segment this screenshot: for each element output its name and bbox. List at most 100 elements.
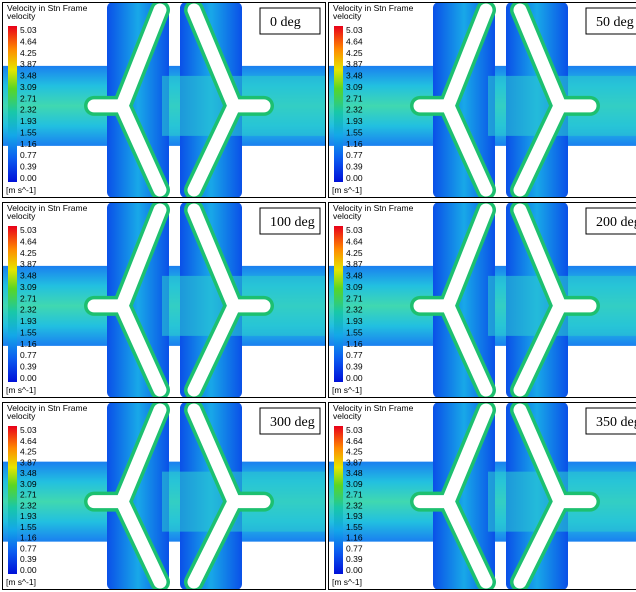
legend-tick-label: 0.77 bbox=[346, 150, 363, 160]
legend-tick-label: 3.09 bbox=[346, 479, 363, 489]
legend-tick-label: 4.64 bbox=[20, 436, 37, 446]
legend-tick-label: 1.16 bbox=[346, 533, 363, 543]
contour-panel: Velocity in Stn Framevelocity5.034.644.2… bbox=[2, 402, 326, 590]
legend-tick-label: 5.03 bbox=[346, 225, 363, 235]
legend-tick-label: 0.39 bbox=[20, 554, 37, 564]
legend-tick-label: 0.77 bbox=[20, 150, 37, 160]
legend-unit: [m s^-1] bbox=[6, 577, 36, 587]
legend-unit: [m s^-1] bbox=[6, 385, 36, 395]
legend-tick-label: 4.64 bbox=[346, 236, 363, 246]
legend-tick-label: 3.87 bbox=[20, 457, 37, 467]
legend-variable: velocity bbox=[7, 211, 36, 221]
legend-tick-label: 1.16 bbox=[346, 339, 363, 349]
legend-tick-label: 0.39 bbox=[346, 554, 363, 564]
colorbar bbox=[8, 426, 17, 574]
angle-label: 350 deg bbox=[596, 415, 636, 430]
legend-tick-label: 3.09 bbox=[20, 282, 37, 292]
legend-tick-label: 4.64 bbox=[20, 36, 37, 46]
legend-tick-label: 2.32 bbox=[20, 105, 37, 115]
legend-tick-label: 3.48 bbox=[20, 71, 37, 81]
contour-panel: Velocity in Stn Framevelocity5.034.644.2… bbox=[2, 2, 326, 198]
legend-tick-label: 5.03 bbox=[346, 25, 363, 35]
legend-tick-label: 3.87 bbox=[346, 259, 363, 269]
angle-label: 200 deg bbox=[596, 215, 636, 230]
angle-label: 100 deg bbox=[270, 215, 315, 230]
legend-tick-label: 0.00 bbox=[346, 173, 363, 183]
legend-tick-label: 2.32 bbox=[346, 105, 363, 115]
legend-tick-label: 3.87 bbox=[20, 59, 37, 69]
colorbar bbox=[334, 26, 343, 182]
legend-tick-label: 2.71 bbox=[346, 93, 363, 103]
legend-variable: velocity bbox=[333, 11, 362, 21]
legend-tick-label: 2.71 bbox=[346, 293, 363, 303]
legend-tick-label: 3.09 bbox=[346, 82, 363, 92]
legend-tick-label: 0.77 bbox=[20, 350, 37, 360]
legend-tick-label: 5.03 bbox=[346, 425, 363, 435]
legend-tick-label: 1.16 bbox=[20, 139, 37, 149]
legend-unit: [m s^-1] bbox=[332, 577, 362, 587]
legend-tick-label: 4.25 bbox=[346, 48, 363, 58]
legend-tick-label: 3.87 bbox=[346, 457, 363, 467]
legend-tick-label: 3.87 bbox=[346, 59, 363, 69]
legend-tick-label: 0.77 bbox=[346, 543, 363, 553]
legend-tick-label: 5.03 bbox=[20, 425, 37, 435]
contour-panel: Velocity in Stn Framevelocity5.034.644.2… bbox=[328, 2, 636, 198]
legend-tick-label: 0.39 bbox=[346, 362, 363, 372]
legend-tick-label: 3.48 bbox=[346, 468, 363, 478]
legend-unit: [m s^-1] bbox=[332, 385, 362, 395]
legend-tick-label: 1.93 bbox=[20, 511, 37, 521]
colorbar bbox=[8, 226, 17, 382]
legend-tick-label: 1.55 bbox=[346, 127, 363, 137]
legend-tick-label: 3.48 bbox=[20, 468, 37, 478]
legend-tick-label: 4.25 bbox=[346, 248, 363, 258]
legend-tick-label: 0.00 bbox=[20, 565, 37, 575]
legend-tick-label: 2.71 bbox=[20, 293, 37, 303]
legend-tick-label: 5.03 bbox=[20, 225, 37, 235]
legend-tick-label: 0.77 bbox=[20, 543, 37, 553]
legend-tick-label: 1.55 bbox=[20, 327, 37, 337]
legend-variable: velocity bbox=[7, 411, 36, 421]
legend-tick-label: 1.93 bbox=[346, 116, 363, 126]
legend-tick-label: 4.64 bbox=[346, 436, 363, 446]
legend-tick-label: 1.55 bbox=[20, 127, 37, 137]
legend-tick-label: 2.71 bbox=[20, 490, 37, 500]
colorbar bbox=[334, 226, 343, 382]
legend-tick-label: 0.77 bbox=[346, 350, 363, 360]
legend-tick-label: 3.48 bbox=[20, 271, 37, 281]
legend-tick-label: 1.16 bbox=[20, 533, 37, 543]
legend-tick-label: 2.71 bbox=[346, 490, 363, 500]
angle-label: 50 deg bbox=[596, 15, 634, 30]
angle-label: 0 deg bbox=[270, 15, 301, 30]
legend-tick-label: 1.55 bbox=[346, 522, 363, 532]
legend-tick-label: 3.09 bbox=[20, 479, 37, 489]
legend-tick-label: 1.93 bbox=[20, 316, 37, 326]
legend-tick-label: 3.09 bbox=[346, 282, 363, 292]
legend-tick-label: 2.32 bbox=[20, 305, 37, 315]
legend-tick-label: 4.25 bbox=[20, 48, 37, 58]
contour-panel: Velocity in Stn Framevelocity5.034.644.2… bbox=[2, 202, 326, 398]
legend-tick-label: 1.55 bbox=[20, 522, 37, 532]
colorbar bbox=[8, 26, 17, 182]
legend-tick-label: 3.87 bbox=[20, 259, 37, 269]
legend-tick-label: 2.32 bbox=[346, 305, 363, 315]
legend-tick-label: 1.16 bbox=[20, 339, 37, 349]
legend-tick-label: 1.55 bbox=[346, 327, 363, 337]
legend-tick-label: 1.93 bbox=[346, 316, 363, 326]
legend-variable: velocity bbox=[333, 411, 362, 421]
legend-variable: velocity bbox=[7, 11, 36, 21]
figure: Velocity in Stn Framevelocity5.034.644.2… bbox=[0, 0, 636, 592]
legend-tick-label: 2.71 bbox=[20, 93, 37, 103]
legend-tick-label: 3.48 bbox=[346, 71, 363, 81]
legend-tick-label: 3.48 bbox=[346, 271, 363, 281]
legend-tick-label: 0.00 bbox=[20, 373, 37, 383]
legend-tick-label: 4.25 bbox=[20, 248, 37, 258]
legend-tick-label: 0.00 bbox=[20, 173, 37, 183]
legend-tick-label: 4.64 bbox=[20, 236, 37, 246]
legend-tick-label: 0.39 bbox=[20, 162, 37, 172]
legend-tick-label: 4.25 bbox=[20, 447, 37, 457]
legend-tick-label: 1.93 bbox=[346, 511, 363, 521]
contour-panel: Velocity in Stn Framevelocity5.034.644.2… bbox=[328, 202, 636, 398]
legend-unit: [m s^-1] bbox=[6, 185, 36, 195]
legend-variable: velocity bbox=[333, 211, 362, 221]
legend-tick-label: 2.32 bbox=[20, 500, 37, 510]
